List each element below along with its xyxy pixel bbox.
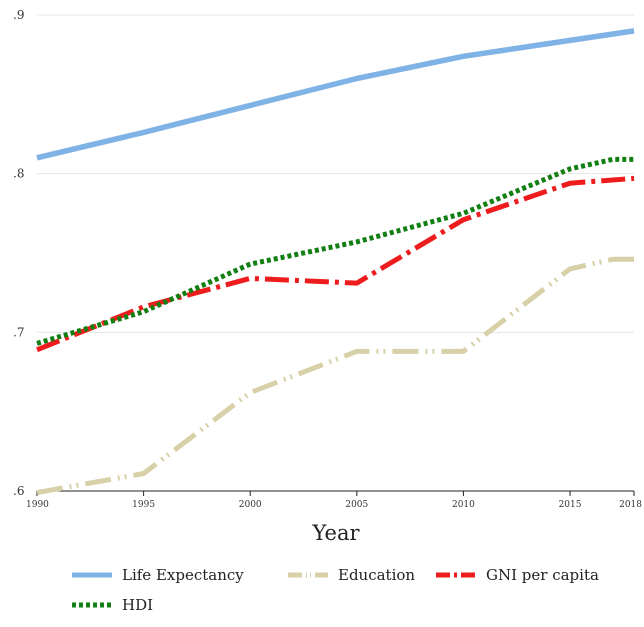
legend-swatch-hdi	[72, 602, 112, 608]
series-line-hdi	[36, 156, 634, 346]
x-tick-label: 1990	[26, 500, 49, 510]
x-tick-label: 2015	[559, 500, 582, 510]
legend-item-education: Education	[288, 566, 415, 584]
grid-lines	[37, 14, 634, 333]
legend-label-education: Education	[338, 566, 416, 584]
series-lines	[36, 28, 635, 496]
y-tick-label: .8	[13, 167, 24, 181]
y-tick-labels: .6 .7 .8 .9	[13, 8, 24, 498]
series-line-education	[36, 256, 634, 496]
legend-label-hdi: HDI	[122, 596, 154, 614]
legend-item-hdi: HDI	[72, 596, 153, 614]
series-line-gni-per-capita	[36, 175, 635, 353]
x-tick-label: 2010	[452, 500, 475, 510]
y-tick-label: .6	[13, 484, 24, 498]
y-tick-label: .9	[13, 8, 24, 22]
legend-item-gni-per-capita: GNI per capita	[436, 566, 599, 584]
legend-label-life-expectancy: Life Expectancy	[122, 566, 244, 584]
x-tick-label: 1995	[132, 500, 155, 510]
series-line-life-expectancy	[36, 28, 635, 161]
x-tick-label: 2005	[345, 500, 368, 510]
legend-swatch-life-expectancy	[72, 572, 112, 578]
x-axis-title: Year	[311, 521, 360, 545]
line-chart: .6 .7 .8 .9 1990 1995 2000 2005 2010 2015 2018 Ye…	[13, 8, 642, 545]
legend-label-gni-per-capita: GNI per capita	[486, 566, 599, 584]
legend-swatch-education	[288, 572, 328, 578]
y-tick-label: .7	[13, 325, 24, 339]
legend-swatch-gni-per-capita	[436, 572, 476, 578]
legend-item-life-expectancy: Life Expectancy	[72, 566, 244, 584]
x-tick-label: 2018	[619, 500, 642, 510]
axes	[36, 490, 635, 496]
x-tick-labels: 1990 1995 2000 2005 2010 2015 2018	[26, 500, 642, 510]
x-tick-label: 2000	[239, 500, 262, 510]
